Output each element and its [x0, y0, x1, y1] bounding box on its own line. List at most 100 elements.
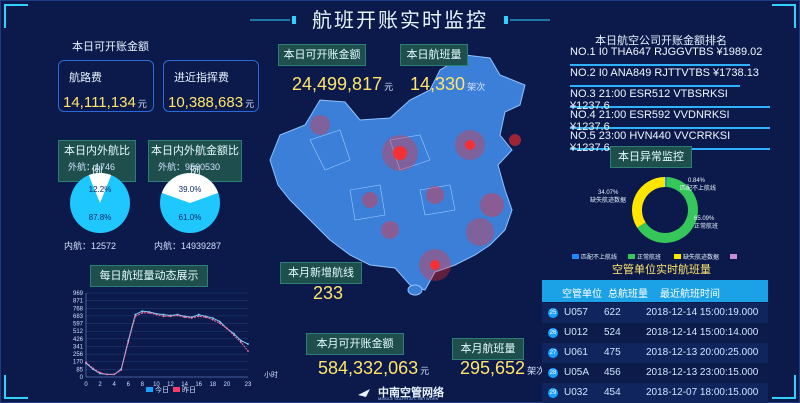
left-panel-header: 本日可开账金额 [72, 41, 149, 53]
x-tick-label: 23 [245, 382, 252, 388]
point-today [197, 313, 200, 316]
point-yesterday [247, 350, 249, 352]
legend-swatch [730, 254, 737, 259]
donut-label-a-pct: 0.84% [688, 178, 706, 184]
point-today [141, 310, 144, 313]
point-yesterday [85, 361, 87, 364]
ranking-bar [570, 127, 770, 129]
unit-table-header-count: 总航班量 [608, 289, 648, 300]
point-yesterday [148, 311, 151, 314]
unit-table-header-time: 最近航班时间 [660, 289, 720, 300]
route-fee-card: 航路费 [58, 60, 154, 112]
point-yesterday [233, 334, 235, 337]
page-title: 航班开账实时监控 [312, 10, 488, 32]
table-row[interactable]: 26 U012 524 2018-12-14 15:00:14.000 [542, 323, 768, 343]
corner-decoration [4, 375, 28, 399]
unit-table-body: 25 U057 622 2018-12-14 15:00:19.000 26 U… [542, 303, 768, 403]
point-today [211, 317, 214, 319]
line-chart-x-unit: 小时 [264, 370, 278, 379]
row-unit: U05A [564, 367, 590, 378]
table-row[interactable]: 27 U061 475 2018-12-13 20:00:25.000 [542, 343, 768, 363]
china-map [269, 54, 526, 296]
month-amount-label: 本月可开账金额 [306, 333, 404, 355]
unit-table-title: 空管单位实时航班量 [612, 264, 711, 276]
ranking-row: NO.3 21:00 ESR512 VTBSRKSI ¥1237.6 [570, 88, 728, 112]
heat-spot [426, 186, 444, 204]
donut-slice [637, 177, 698, 243]
x-tick-label: 8 [141, 382, 145, 388]
month-flights-label: 本月航班量 [452, 338, 524, 360]
ranking-row: NO.1 I0 THA647 RJGGVTBS ¥1989.02 [570, 46, 763, 58]
approach-fee-value: 10,388,683 元 [168, 94, 255, 111]
point-yesterday [211, 318, 214, 321]
logo-text: 中南空管网络 [378, 387, 444, 399]
row-index-badge: 27 [548, 348, 558, 358]
point-yesterday [134, 315, 137, 318]
unit-table-header-unit: 空管单位 [562, 289, 602, 300]
donut-slice [632, 177, 666, 228]
y-tick-label: 85 [76, 367, 83, 373]
point-today [218, 320, 221, 323]
row-unit: U061 [564, 347, 588, 358]
point-yesterday [169, 315, 172, 318]
row-count: 622 [604, 307, 621, 318]
table-row[interactable]: 25 U057 622 2018-12-14 15:00:19.000 [542, 303, 768, 323]
pie-flights-large-pct: 87.8% [89, 213, 112, 222]
point-today [134, 313, 137, 316]
pie-amount-chart: 39.0% 61.0% [160, 173, 220, 233]
approach-fee-card: 进近指挥费 [163, 60, 259, 112]
line-series-today [85, 310, 249, 375]
today-flights-value: 14,330 架次 [410, 74, 486, 94]
point-today [240, 339, 242, 342]
x-tick-label: 20 [224, 382, 231, 388]
y-tick-label: 341 [73, 344, 84, 350]
heat-spot [381, 221, 399, 239]
point-today [247, 343, 249, 345]
today-amount-value: 24,499,817 元 [292, 74, 394, 94]
y-tick-label: 683 [73, 314, 84, 320]
row-time: 2018-12-13 20:00:25.000 [646, 347, 759, 358]
heat-spot [362, 192, 378, 208]
pie-amount-small-pct: 39.0% [179, 185, 202, 194]
row-time: 2018-12-07 18:00:15.000 [646, 387, 759, 398]
legend-today-swatch [146, 387, 153, 392]
pie-flights-chart: 12.2% 87.8% [70, 173, 130, 233]
table-row[interactable]: 28 U05A 456 2018-12-13 23:00:15.000 [542, 363, 768, 383]
point-yesterday [204, 316, 207, 319]
y-tick-label: 871 [73, 299, 84, 305]
month-flights-value: 295,652 架次 [460, 358, 546, 378]
y-tick-label: 426 [73, 337, 84, 343]
today-flights-label: 本日航班量 [400, 44, 468, 66]
table-row[interactable]: 29 U032 454 2018-12-07 18:00:15.000 [542, 383, 768, 403]
legend-today-label: 今日 [155, 385, 169, 394]
corner-decoration [4, 4, 28, 28]
china-mainland-shape [269, 54, 526, 291]
anomaly-title: 本日异常监控 [610, 146, 692, 168]
row-index-badge: 28 [548, 368, 558, 378]
point-yesterday [190, 317, 193, 319]
x-tick-label: 12 [167, 382, 174, 388]
row-count: 456 [604, 367, 621, 378]
row-time: 2018-12-14 15:00:14.000 [646, 327, 759, 338]
donut-label-c-text: 正常航班 [694, 222, 718, 230]
y-tick-label: 969 [73, 291, 84, 297]
point-today [162, 313, 165, 316]
route-fee-label: 航路费 [69, 72, 102, 84]
ranking-bar [570, 85, 740, 87]
x-tick-label: 18 [209, 382, 216, 388]
logo-subtext: MIDDLE SOUTH ATC NETWORK [378, 396, 439, 401]
donut-label-b-text: 缺失航迹数据 [590, 196, 626, 204]
donut-label-b-pct: 34.07% [598, 190, 619, 196]
row-time: 2018-12-14 15:00:19.000 [646, 307, 759, 318]
heat-spot [430, 260, 440, 270]
heat-spot [465, 140, 475, 150]
x-tick-label: 4 [113, 382, 117, 388]
row-unit: U057 [564, 307, 588, 318]
title-decoration [250, 16, 550, 24]
heat-spot [480, 193, 504, 217]
point-yesterday [162, 315, 165, 318]
point-yesterday [141, 311, 144, 314]
row-unit: U032 [564, 387, 588, 398]
ranking-list: NO.1 I0 THA647 RJGGVTBS ¥1989.02 NO.2 I0… [570, 46, 770, 154]
heat-spots [310, 115, 521, 281]
